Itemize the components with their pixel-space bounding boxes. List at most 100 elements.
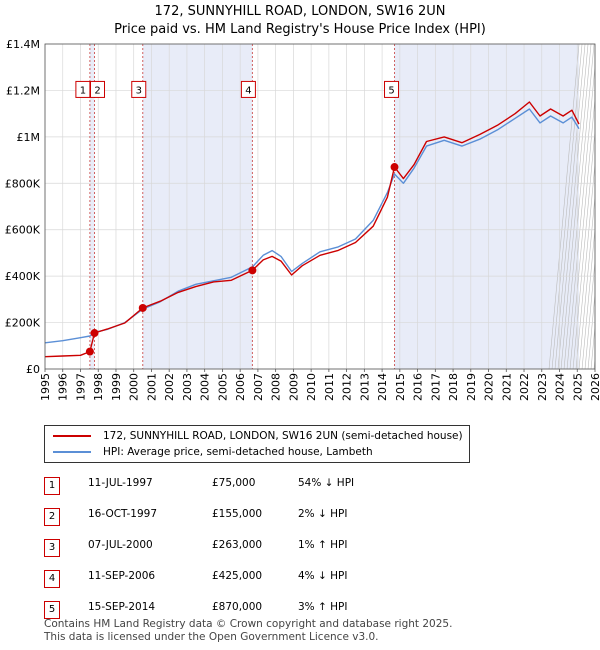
ownership-band xyxy=(394,44,580,369)
x-tick-label: 2018 xyxy=(447,373,460,401)
x-tick-label: 2009 xyxy=(287,373,300,401)
x-tick-label: 2002 xyxy=(163,373,176,401)
transaction-price: £870,000 xyxy=(212,601,263,613)
table-row: 3 07-JUL-2000 £263,000 1% ↑ HPI xyxy=(0,534,600,557)
table-row: 1 11-JUL-1997 £75,000 54% ↓ HPI xyxy=(0,472,600,495)
footer-licence: This data is licensed under the Open Gov… xyxy=(44,631,379,643)
x-tick-label: 2021 xyxy=(500,373,513,401)
x-tick-label: 2019 xyxy=(465,373,478,401)
x-tick-label: 1996 xyxy=(57,373,70,401)
sale-point xyxy=(85,347,94,356)
y-tick-label: £0 xyxy=(26,363,40,376)
transaction-date: 07-JUL-2000 xyxy=(88,539,153,551)
transaction-price: £75,000 xyxy=(212,477,256,489)
forecast-hatch xyxy=(578,138,600,370)
legend-item-property: 172, SUNNYHILL ROAD, LONDON, SW16 2UN (s… xyxy=(53,428,463,444)
forecast-hatch xyxy=(575,106,600,370)
x-tick-label: 2023 xyxy=(536,373,549,401)
x-tick-label: 2022 xyxy=(518,373,531,401)
plot-frame xyxy=(44,43,596,370)
x-tick-label: 2001 xyxy=(145,373,158,401)
x-tick-label: 2013 xyxy=(358,373,371,401)
transaction-number: 3 xyxy=(44,539,60,557)
transaction-price: £263,000 xyxy=(212,539,263,551)
sale-label: 2 xyxy=(94,85,100,96)
legend-item-hpi: HPI: Average price, semi-detached house,… xyxy=(53,444,373,460)
y-tick-label: £1.4M xyxy=(6,38,40,51)
forecast-hatch xyxy=(557,43,589,370)
sale-label-box xyxy=(90,80,105,98)
x-tick-label: 1999 xyxy=(110,373,123,401)
chart-subtitle: Price paid vs. HM Land Registry's House … xyxy=(114,22,486,37)
forecast-hatch xyxy=(563,43,595,370)
property-price-line xyxy=(44,101,580,358)
forecast-hatch xyxy=(566,43,598,370)
plot-right-mask xyxy=(595,39,600,374)
transaction-hpi: 3% ↑ HPI xyxy=(298,601,348,613)
transaction-date: 16-OCT-1997 xyxy=(88,508,157,520)
x-tick-label: 2014 xyxy=(376,373,389,401)
transaction-hpi: 2% ↓ HPI xyxy=(298,508,348,520)
x-tick-label: 2011 xyxy=(323,373,336,401)
transaction-hpi: 54% ↓ HPI xyxy=(298,477,355,489)
legend-label-property: 172, SUNNYHILL ROAD, LONDON, SW16 2UN (s… xyxy=(103,430,463,442)
x-tick-label: 2015 xyxy=(394,373,407,401)
sale-point xyxy=(138,303,147,312)
chart-title: 172, SUNNYHILL ROAD, LONDON, SW16 2UN xyxy=(154,4,446,19)
x-tick-label: 1998 xyxy=(92,373,105,401)
x-tick-label: 2020 xyxy=(483,373,496,401)
legend-swatch-property xyxy=(53,435,91,437)
footer-copyright: Contains HM Land Registry data © Crown c… xyxy=(44,618,453,630)
y-tick-label: £800K xyxy=(5,177,41,190)
transaction-date: 15-SEP-2014 xyxy=(88,601,156,613)
x-tick-label: 1995 xyxy=(39,373,52,401)
legend: 172, SUNNYHILL ROAD, LONDON, SW16 2UN (s… xyxy=(44,425,470,463)
sale-label: 1 xyxy=(80,85,86,96)
x-tick-label: 2003 xyxy=(181,373,194,401)
ownership-band xyxy=(142,44,253,369)
ownership-band xyxy=(89,44,95,369)
x-tick-label: 2016 xyxy=(412,373,425,401)
transaction-date: 11-SEP-2006 xyxy=(88,570,156,582)
sale-point xyxy=(248,266,257,275)
x-tick-label: 2017 xyxy=(429,373,442,401)
legend-swatch-hpi xyxy=(53,451,91,453)
transaction-number: 2 xyxy=(44,508,60,526)
sale-point xyxy=(90,329,99,338)
table-row: 4 11-SEP-2006 £425,000 4% ↓ HPI xyxy=(0,565,600,588)
sale-label-box xyxy=(240,80,256,98)
transaction-hpi: 4% ↓ HPI xyxy=(298,570,348,582)
x-tick-label: 2008 xyxy=(270,373,283,401)
y-tick-label: £1.2M xyxy=(6,84,40,97)
x-tick-label: 2004 xyxy=(199,373,212,401)
transaction-number: 1 xyxy=(44,477,60,495)
forecast-hatch xyxy=(560,43,592,370)
x-tick-label: 2025 xyxy=(571,373,584,401)
transaction-number: 5 xyxy=(44,601,60,619)
sale-label-box xyxy=(131,80,147,98)
transaction-price: £425,000 xyxy=(212,570,263,582)
x-tick-label: 2024 xyxy=(554,373,567,401)
forecast-hatch xyxy=(554,43,586,370)
x-tick-label: 2026 xyxy=(589,373,600,401)
table-row: 5 15-SEP-2014 £870,000 3% ↑ HPI xyxy=(0,596,600,619)
x-tick-label: 2012 xyxy=(341,373,354,401)
transaction-number: 4 xyxy=(44,570,60,588)
sale-label-box xyxy=(75,80,91,98)
y-tick-label: £600K xyxy=(5,224,41,237)
sale-label: 5 xyxy=(388,85,394,96)
x-tick-label: 2005 xyxy=(216,373,229,401)
y-tick-label: £400K xyxy=(5,270,41,283)
forecast-hatch xyxy=(548,43,580,370)
sale-label: 3 xyxy=(136,85,142,96)
sale-label-box xyxy=(384,80,400,98)
x-tick-label: 2007 xyxy=(252,373,265,401)
legend-label-hpi: HPI: Average price, semi-detached house,… xyxy=(103,446,373,458)
forecast-hatch xyxy=(587,236,600,370)
y-tick-label: £1M xyxy=(17,131,41,144)
table-row: 2 16-OCT-1997 £155,000 2% ↓ HPI xyxy=(0,503,600,526)
sale-point xyxy=(390,163,399,172)
forecast-hatch xyxy=(584,203,600,370)
y-tick-label: £200K xyxy=(5,317,41,330)
price-chart: 1 2 3 4 5 £0 £200K £400K £600K £800K £1M £1.2M £1.4M… xyxy=(5,38,600,401)
